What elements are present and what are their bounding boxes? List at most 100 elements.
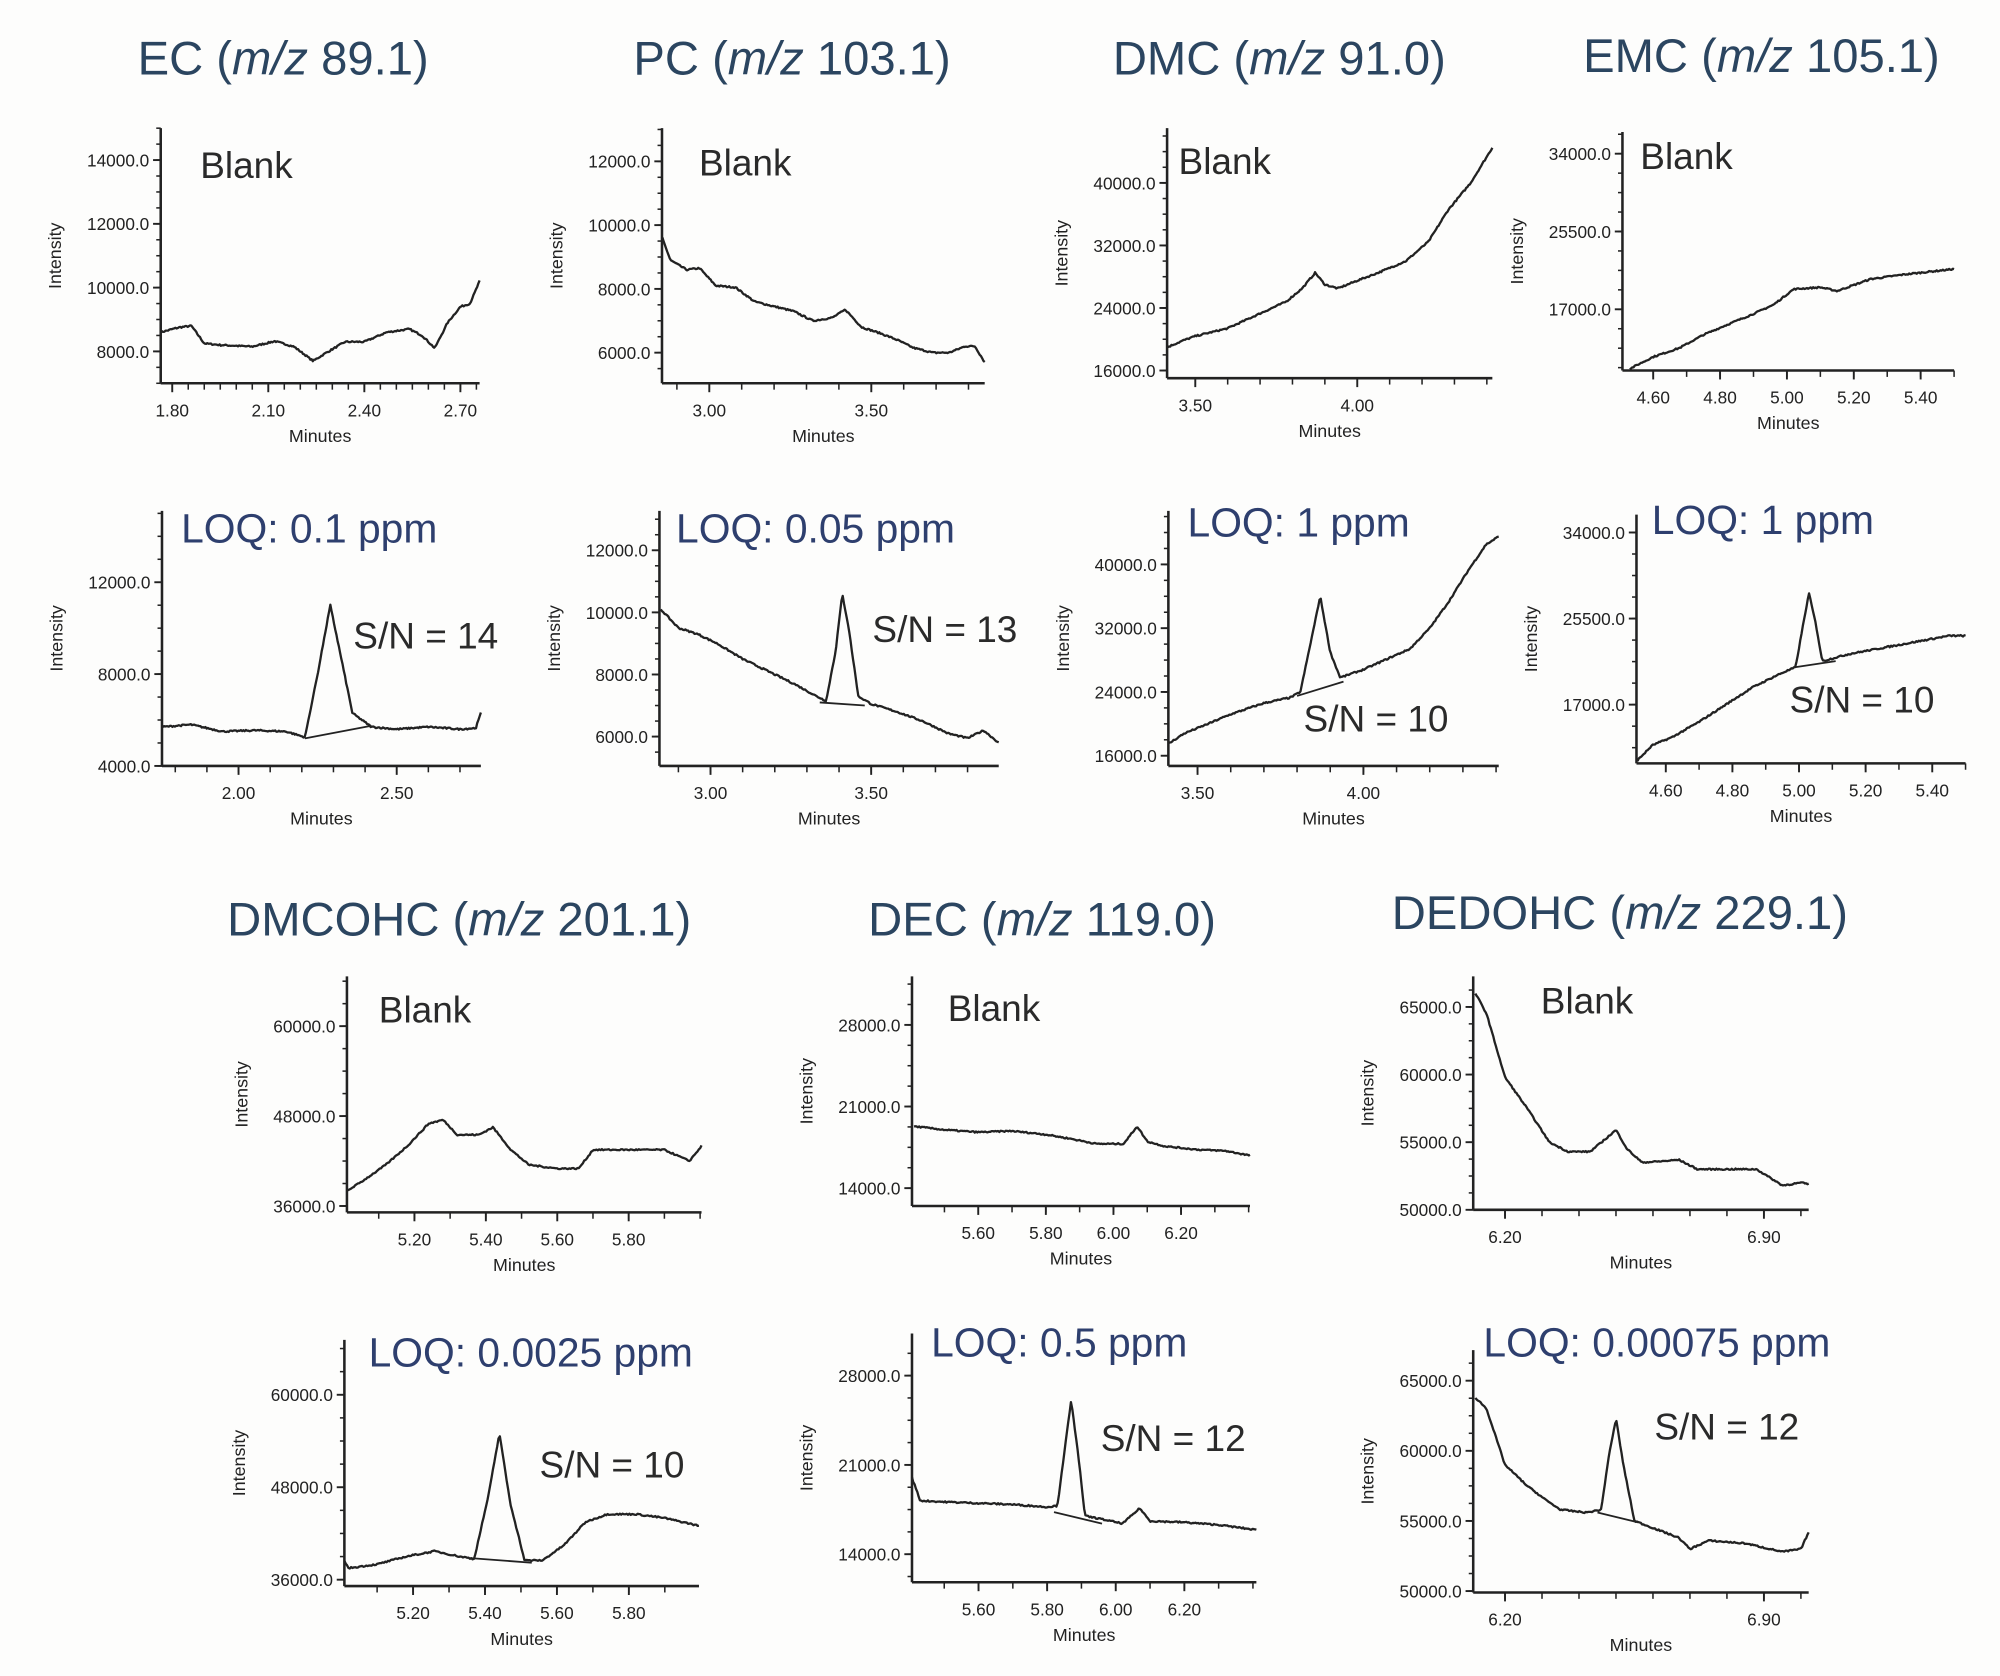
signal-to-noise-label: S/N = 14: [353, 616, 498, 657]
y-tick-label: 48000.0: [273, 1106, 335, 1126]
y-tick-label: 36000.0: [271, 1570, 333, 1590]
y-axis-label: Intensity: [45, 222, 65, 289]
y-tick-label: 12000.0: [588, 152, 650, 172]
y-axis-label: Intensity: [1507, 218, 1527, 285]
x-tick-label: 6.20: [1488, 1227, 1521, 1247]
chromatogram-panel: 36000.0 48000.0 60000.0 5.20 5.40 5.60 5.80 Int…: [231, 976, 703, 1275]
chromatogram-trace: [343, 1435, 700, 1570]
x-axis-label: Minutes: [1053, 1625, 1116, 1645]
x-axis-label: Minutes: [1610, 1252, 1673, 1272]
y-tick-label: 14000.0: [838, 1179, 900, 1199]
y-tick-label: 12000.0: [88, 573, 150, 593]
y-tick-label: 16000.0: [1093, 361, 1155, 381]
x-tick-label: 5.20: [1849, 781, 1882, 801]
x-axis-label: Minutes: [1050, 1249, 1113, 1269]
x-axis-label: Minutes: [490, 1629, 553, 1649]
chromatogram-trace: [910, 1401, 1257, 1531]
y-tick-label: 40000.0: [1095, 555, 1157, 575]
y-axis-label: Intensity: [547, 222, 567, 289]
y-tick-label: 10000.0: [87, 278, 149, 298]
x-tick-label: 6.20: [1164, 1223, 1197, 1243]
blank-label: Blank: [699, 142, 792, 183]
chromatogram-panel: 8000.0 10000.0 12000.0 14000.0 1.80 2.10 2.40 2…: [45, 127, 481, 446]
y-tick-label: 25500.0: [1549, 222, 1611, 242]
chromatogram-trace: [159, 280, 481, 363]
x-tick-label: 5.80: [612, 1603, 645, 1623]
y-tick-label: 60000.0: [271, 1385, 333, 1405]
x-tick-label: 4.60: [1636, 388, 1669, 408]
chromatogram-trace: [1636, 592, 1966, 762]
x-tick-label: 4.60: [1649, 781, 1682, 801]
y-tick-label: 12000.0: [87, 214, 149, 234]
chromatogram-panel: 17000.0 25500.0 34000.0 4.60 4.80 5.00 5.20 5.4…: [1507, 132, 1955, 433]
y-axis-label: Intensity: [1358, 1060, 1378, 1127]
x-tick-label: 5.40: [469, 1230, 502, 1250]
chromatogram-panel: 17000.0 25500.0 34000.0 4.60 4.80 5.00 5.20 5.4…: [1521, 497, 1967, 826]
compound-title: DMCOHC (m/z 201.1): [227, 894, 691, 947]
y-tick-label: 25500.0: [1563, 609, 1625, 629]
title-mz-value: 119.0): [1073, 894, 1216, 947]
y-tick-label: 28000.0: [838, 1015, 900, 1035]
y-tick-label: 4000.0: [98, 756, 151, 776]
peak-baseline: [470, 1557, 532, 1564]
blank-label: Blank: [1541, 980, 1634, 1021]
x-tick-label: 2.00: [222, 783, 255, 803]
title-mz-value: 103.1): [804, 33, 951, 86]
chromatogram-trace: [161, 603, 482, 739]
y-tick-label: 32000.0: [1095, 619, 1157, 639]
x-tick-label: 4.80: [1716, 781, 1749, 801]
loq-label: LOQ: 0.00075 ppm: [1483, 1319, 1830, 1365]
peak-baseline: [304, 724, 372, 740]
x-tick-label: 3.00: [694, 783, 727, 803]
x-tick-label: 6.00: [1097, 1223, 1130, 1243]
title-mz-label: m/z: [1717, 30, 1793, 83]
x-tick-label: 2.40: [348, 400, 381, 420]
x-tick-label: 6.90: [1747, 1227, 1780, 1247]
y-axis-label: Intensity: [796, 1058, 816, 1125]
loq-label: LOQ: 0.05 ppm: [676, 506, 955, 552]
x-tick-label: 5.40: [468, 1603, 501, 1623]
y-tick-label: 50000.0: [1400, 1200, 1462, 1220]
y-tick-label: 17000.0: [1563, 695, 1625, 715]
y-tick-label: 8000.0: [595, 665, 648, 685]
chromatogram-trace: [346, 1118, 703, 1192]
y-tick-label: 21000.0: [838, 1097, 900, 1117]
y-axis-label: Intensity: [1053, 605, 1073, 672]
x-axis-label: Minutes: [1610, 1635, 1673, 1655]
y-axis-label: Intensity: [1052, 220, 1072, 287]
x-tick-label: 5.60: [961, 1223, 994, 1243]
title-mz-label: m/z: [1625, 887, 1701, 940]
y-tick-label: 55000.0: [1400, 1133, 1462, 1153]
x-tick-label: 5.40: [1904, 388, 1937, 408]
x-tick-label: 4.80: [1703, 388, 1736, 408]
title-mz-value: 201.1): [544, 894, 691, 947]
y-axis-label: Intensity: [1358, 1438, 1378, 1505]
title-compound: EC (: [138, 33, 233, 86]
chromatogram-trace: [1474, 993, 1810, 1187]
y-tick-label: 24000.0: [1095, 682, 1157, 702]
title-compound: DEC (: [868, 894, 997, 947]
title-mz-value: 105.1): [1793, 30, 1940, 83]
y-tick-label: 55000.0: [1400, 1511, 1462, 1531]
x-tick-label: 4.00: [1347, 783, 1380, 803]
x-tick-label: 5.80: [1030, 1599, 1063, 1619]
y-axis-label: Intensity: [1521, 606, 1541, 673]
x-tick-label: 5.80: [612, 1230, 645, 1250]
chromatogram-panel: 14000.0 21000.0 28000.0 5.60 5.80 6.00 6.20 Int…: [796, 1319, 1257, 1645]
compound-title: DEDOHC (m/z 229.1): [1392, 887, 1848, 940]
x-tick-label: 5.20: [398, 1230, 431, 1250]
title-mz-value: 89.1): [308, 33, 429, 86]
y-tick-label: 17000.0: [1549, 300, 1611, 320]
chromatogram-trace: [1167, 535, 1499, 745]
title-compound: DMC (: [1113, 33, 1250, 86]
x-tick-label: 5.80: [1029, 1223, 1062, 1243]
y-tick-label: 8000.0: [598, 279, 651, 299]
y-axis-label: Intensity: [229, 1430, 249, 1497]
title-compound: DEDOHC (: [1392, 887, 1626, 940]
title-compound: PC (: [633, 33, 728, 86]
y-tick-label: 34000.0: [1549, 144, 1611, 164]
peak-baseline: [1296, 680, 1344, 697]
signal-to-noise-label: S/N = 12: [1654, 1406, 1799, 1447]
x-tick-label: 3.50: [854, 783, 887, 803]
x-axis-label: Minutes: [1302, 809, 1365, 829]
